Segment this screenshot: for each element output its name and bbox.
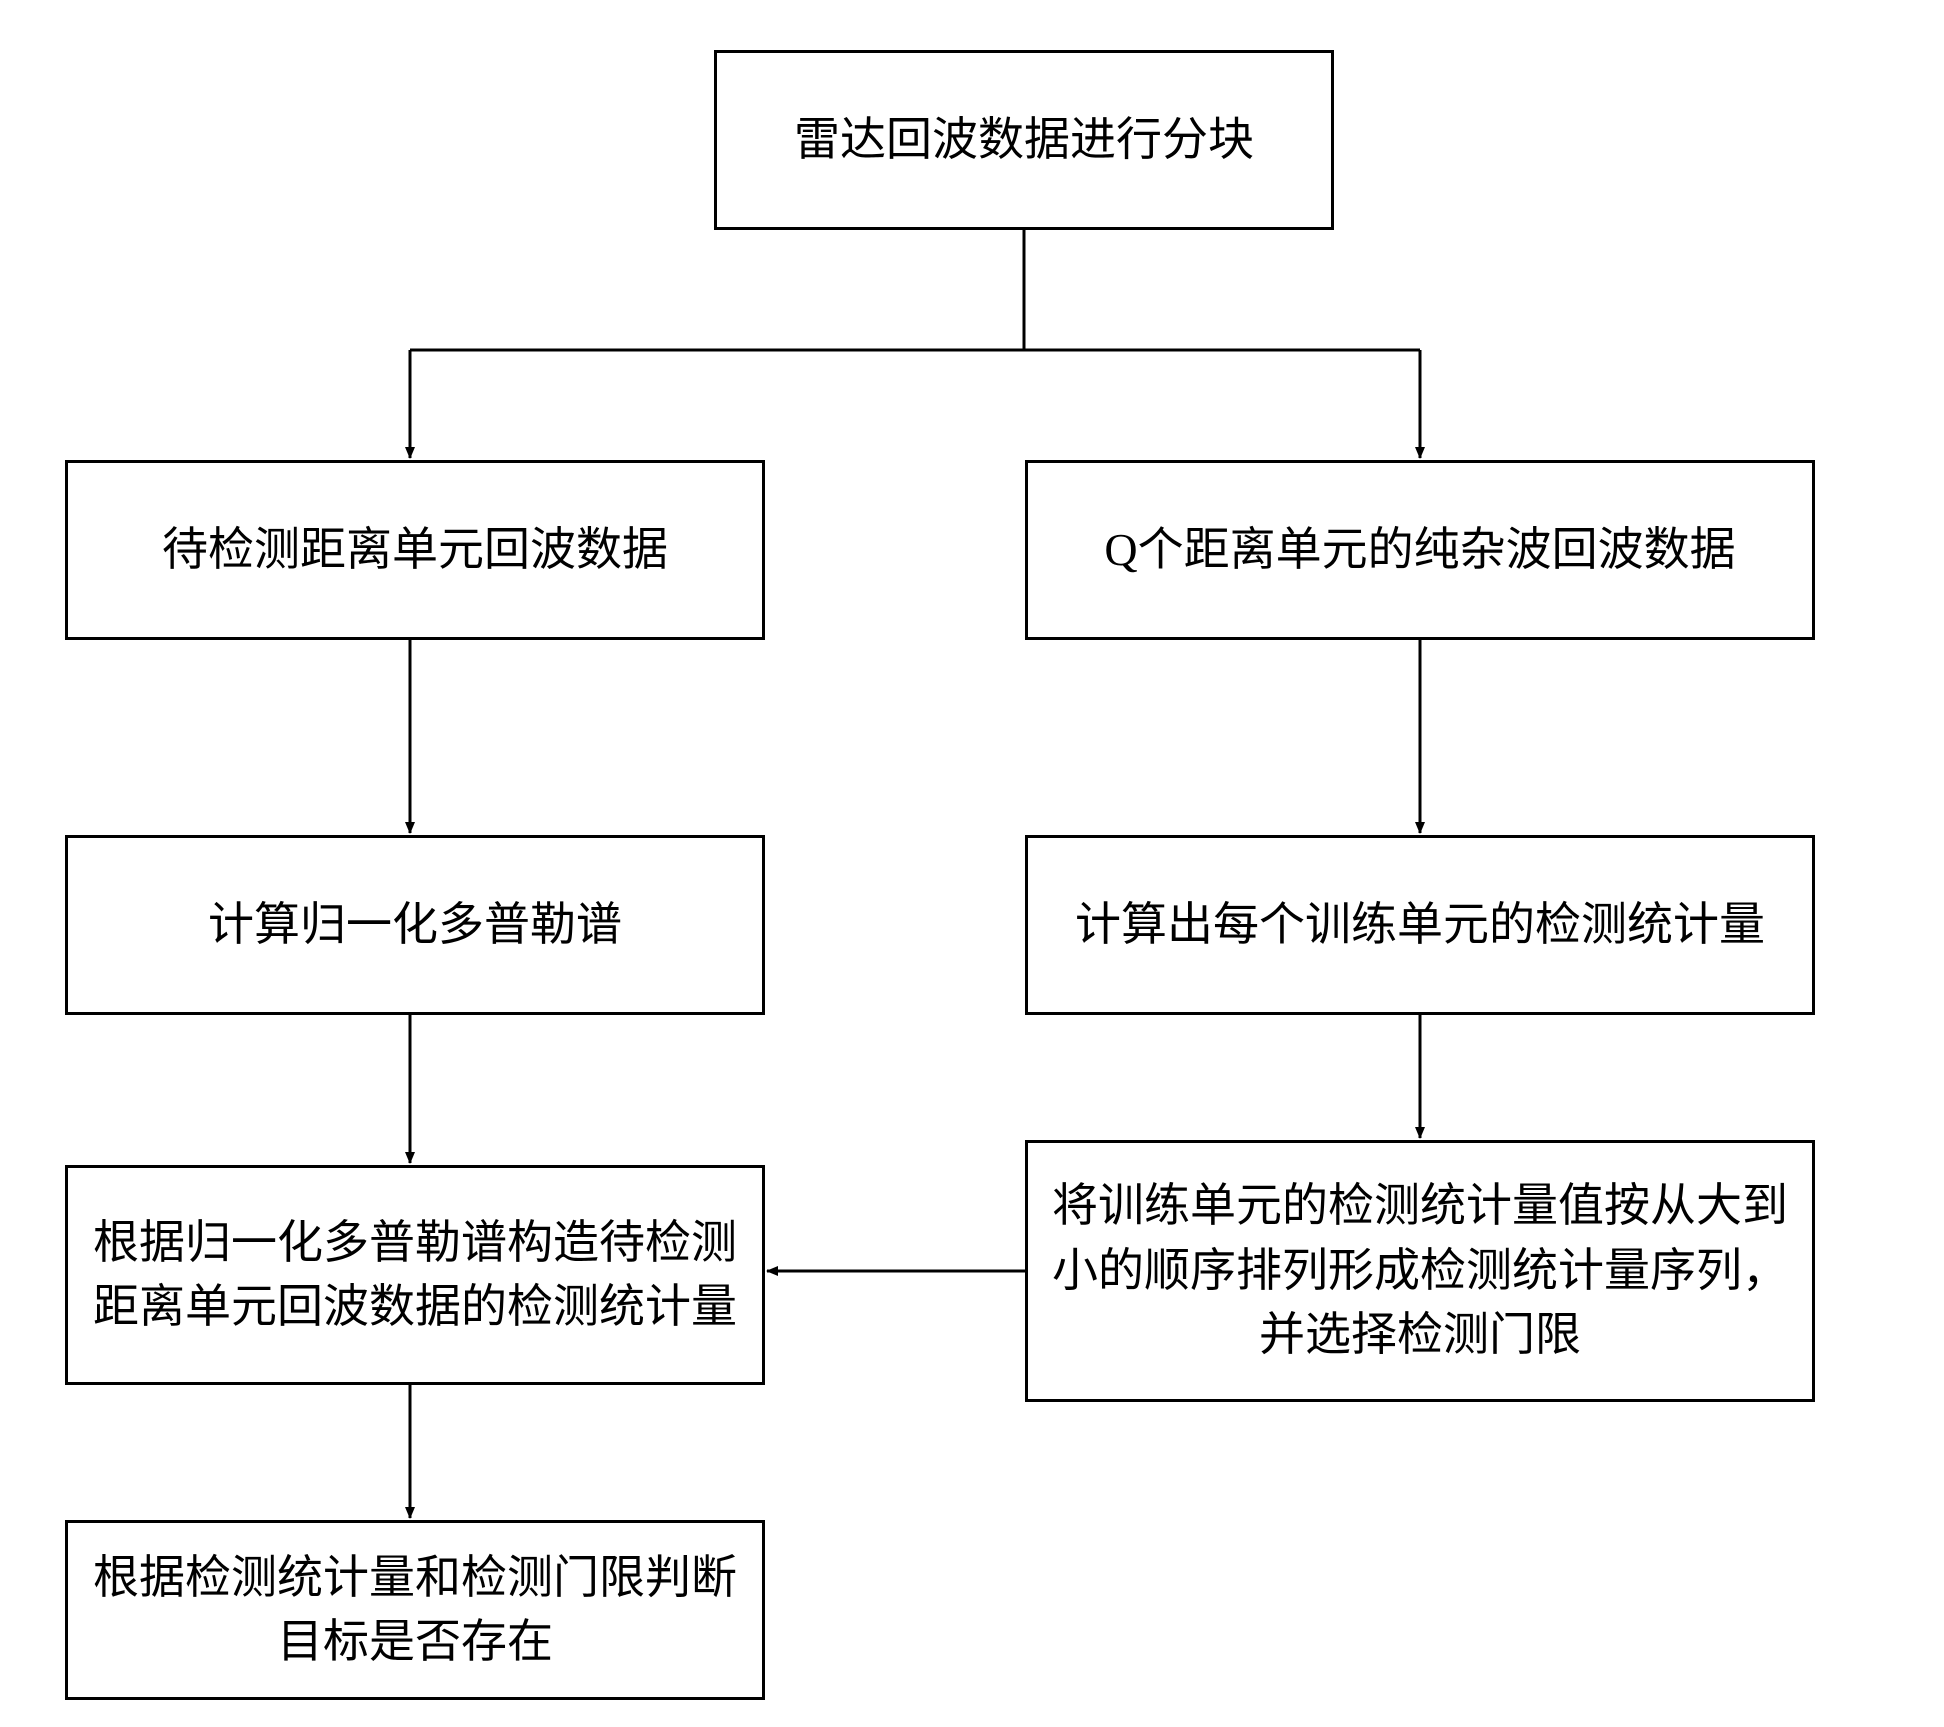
node-label: 计算归一化多普勒谱 bbox=[208, 893, 622, 957]
node-right2: 计算出每个训练单元的检测统计量 bbox=[1025, 835, 1815, 1015]
node-right3: 将训练单元的检测统计量值按从大到小的顺序排列形成检测统计量序列，并选择检测门限 bbox=[1025, 1140, 1815, 1402]
node-left3: 根据归一化多普勒谱构造待检测距离单元回波数据的检测统计量 bbox=[65, 1165, 765, 1385]
node-right1: Q个距离单元的纯杂波回波数据 bbox=[1025, 460, 1815, 640]
node-label: 根据归一化多普勒谱构造待检测距离单元回波数据的检测统计量 bbox=[88, 1211, 742, 1340]
node-top: 雷达回波数据进行分块 bbox=[714, 50, 1334, 230]
node-label: 将训练单元的检测统计量值按从大到小的顺序排列形成检测统计量序列，并选择检测门限 bbox=[1048, 1174, 1792, 1367]
node-left4: 根据检测统计量和检测门限判断目标是否存在 bbox=[65, 1520, 765, 1700]
node-label: 待检测距离单元回波数据 bbox=[162, 518, 668, 582]
node-label: Q个距离单元的纯杂波回波数据 bbox=[1104, 518, 1735, 582]
node-label: 根据检测统计量和检测门限判断目标是否存在 bbox=[88, 1546, 742, 1675]
flowchart-container: 雷达回波数据进行分块 待检测距离单元回波数据 Q个距离单元的纯杂波回波数据 计算… bbox=[0, 0, 1944, 1727]
node-left2: 计算归一化多普勒谱 bbox=[65, 835, 765, 1015]
node-label: 雷达回波数据进行分块 bbox=[794, 108, 1254, 172]
node-label: 计算出每个训练单元的检测统计量 bbox=[1075, 893, 1765, 957]
node-left1: 待检测距离单元回波数据 bbox=[65, 460, 765, 640]
